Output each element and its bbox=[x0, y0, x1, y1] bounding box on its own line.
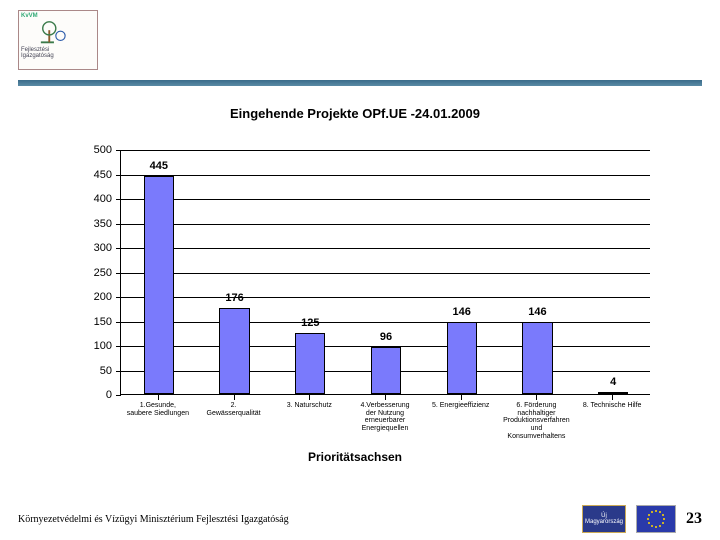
bar-value-label: 4 bbox=[583, 376, 643, 388]
y-tick-label: 200 bbox=[72, 291, 112, 303]
bar-value-label: 96 bbox=[356, 331, 416, 343]
bar-value-label: 146 bbox=[507, 306, 567, 318]
y-tick-label: 400 bbox=[72, 193, 112, 205]
x-tick-label: 8. Technische Hilfe bbox=[575, 402, 650, 410]
y-tick-label: 150 bbox=[72, 316, 112, 328]
bar-value-label: 445 bbox=[129, 160, 189, 172]
x-tick-label: 4.Verbesserung der Nutzung erneuerbarer … bbox=[348, 402, 423, 433]
bar-value-label: 146 bbox=[432, 306, 492, 318]
bar bbox=[295, 333, 325, 394]
bar bbox=[371, 347, 401, 394]
grid-line bbox=[121, 150, 650, 151]
grid-line bbox=[121, 199, 650, 200]
y-tick-label: 350 bbox=[72, 218, 112, 230]
logo-text-1: KvVM bbox=[21, 13, 38, 19]
tree-icon bbox=[39, 19, 67, 47]
logo: KvVM Fejlesztési Igazgatóság bbox=[18, 10, 98, 70]
x-tick-label: 6. Förderung nachhaltiger Produktionsver… bbox=[499, 402, 574, 440]
bar bbox=[447, 322, 477, 394]
x-tick-label: 5. Energieeffizienz bbox=[423, 402, 498, 410]
header: KvVM Fejlesztési Igazgatóság bbox=[0, 0, 720, 90]
x-tick-label: 3. Naturschutz bbox=[272, 402, 347, 410]
page-number: 23 bbox=[686, 510, 702, 528]
chart-plot: 0501001502002503003504004505004451761259… bbox=[120, 150, 650, 395]
grid-line bbox=[121, 273, 650, 274]
bar bbox=[522, 322, 552, 394]
y-tick-label: 300 bbox=[72, 242, 112, 254]
bar bbox=[598, 392, 628, 394]
x-tick-label: 2. Gewässerqualität bbox=[196, 402, 271, 417]
bar-value-label: 125 bbox=[280, 317, 340, 329]
logo-text-3: Igazgatóság bbox=[21, 53, 54, 59]
y-tick-label: 450 bbox=[72, 169, 112, 181]
y-tick-label: 500 bbox=[72, 144, 112, 156]
y-tick-label: 0 bbox=[72, 389, 112, 401]
y-tick-label: 100 bbox=[72, 340, 112, 352]
header-divider bbox=[18, 80, 702, 86]
eu-flag-icon bbox=[636, 505, 676, 533]
bar bbox=[144, 176, 174, 394]
grid-line bbox=[121, 224, 650, 225]
footer-text: Környezetvédelmi és Vízügyi Minisztérium… bbox=[18, 514, 289, 525]
grid-line bbox=[121, 175, 650, 176]
program-badge: Új Magyarország bbox=[582, 505, 626, 533]
grid-line bbox=[121, 248, 650, 249]
y-tick-label: 250 bbox=[72, 267, 112, 279]
footer: Környezetvédelmi és Vízügyi Minisztérium… bbox=[0, 498, 720, 540]
grid-line bbox=[121, 297, 650, 298]
grid-line bbox=[121, 322, 650, 323]
y-tick-label: 50 bbox=[72, 365, 112, 377]
x-axis-title: Prioritätsachsen bbox=[30, 450, 680, 464]
bar bbox=[219, 308, 249, 394]
x-tick-label: 1.Gesunde, saubere Siedlungen bbox=[120, 402, 195, 417]
chart-title: Eingehende Projekte OPf.UE -24.01.2009 bbox=[30, 106, 680, 121]
bar-value-label: 176 bbox=[205, 292, 265, 304]
bar-chart: Eingehende Projekte OPf.UE -24.01.2009 0… bbox=[30, 102, 680, 472]
